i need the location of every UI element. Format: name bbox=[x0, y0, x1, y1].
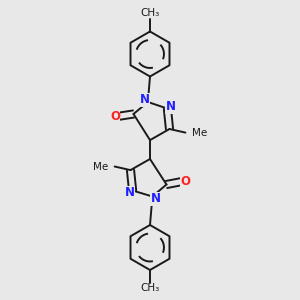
Text: Me: Me bbox=[192, 128, 207, 138]
Text: CH₃: CH₃ bbox=[140, 283, 160, 293]
Text: N: N bbox=[140, 93, 150, 106]
Text: O: O bbox=[110, 110, 120, 123]
Text: N: N bbox=[124, 186, 135, 199]
Text: CH₃: CH₃ bbox=[140, 8, 160, 19]
Text: Me: Me bbox=[93, 161, 108, 172]
Text: O: O bbox=[180, 175, 190, 188]
Text: N: N bbox=[165, 100, 176, 113]
Text: N: N bbox=[150, 192, 161, 206]
